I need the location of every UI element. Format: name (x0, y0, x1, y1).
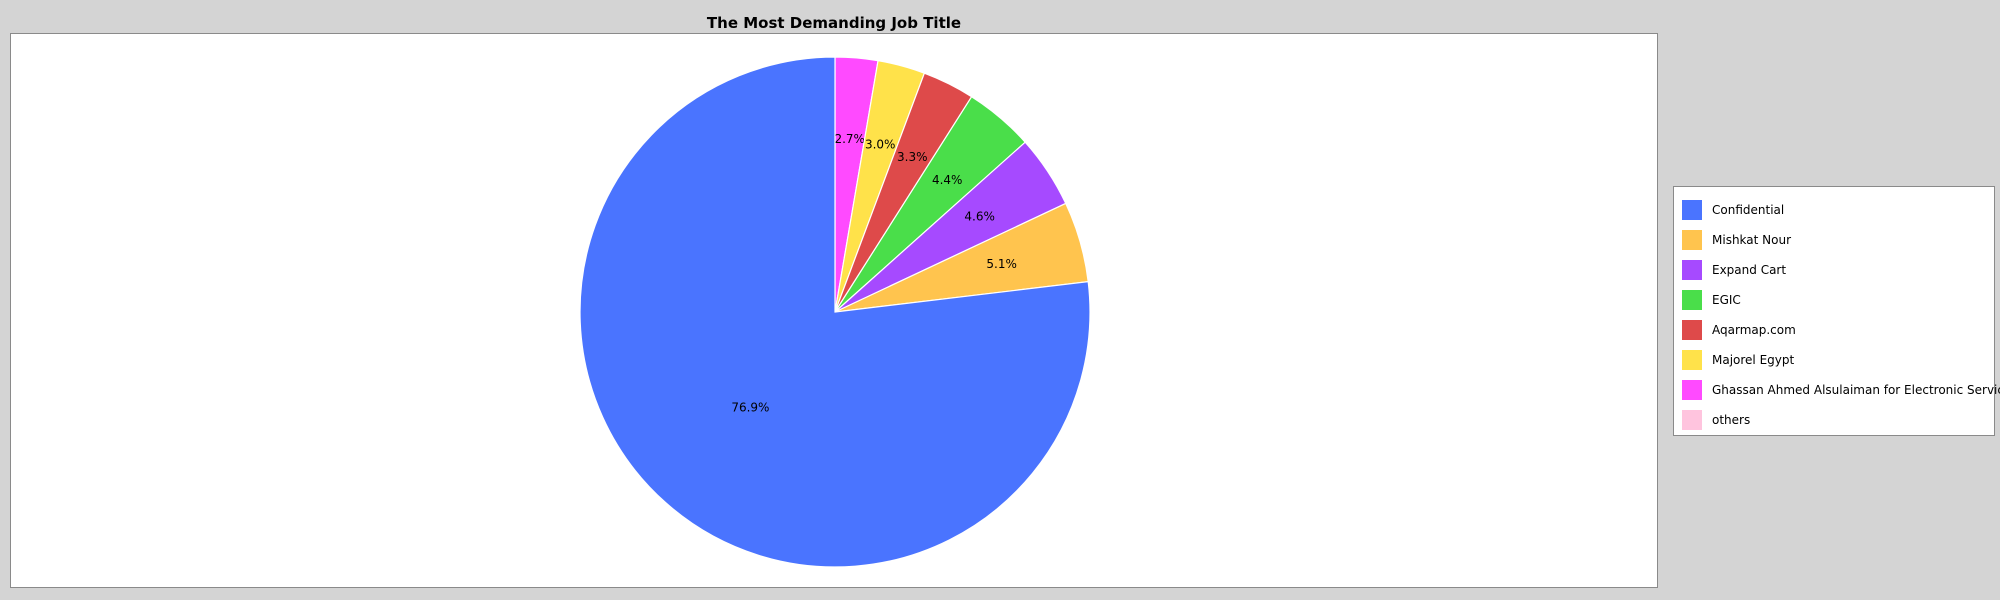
legend-item: Ghassan Ahmed Alsulaiman for Electronic … (1682, 375, 2000, 405)
legend-swatch (1682, 230, 1702, 250)
legend-swatch (1682, 410, 1702, 430)
chart-title: The Most Demanding Job Title (706, 14, 962, 32)
legend-item: Majorel Egypt (1682, 345, 1994, 375)
slice-value-label: 3.3% (897, 150, 928, 164)
legend-label: Expand Cart (1712, 263, 1787, 277)
legend-label: Mishkat Nour (1712, 233, 1792, 247)
legend-swatch (1682, 380, 1702, 400)
slice-value-label: 2.7% (834, 132, 865, 146)
legend-swatch (1682, 290, 1702, 310)
legend-label: Aqarmap.com (1712, 323, 1796, 337)
legend-swatch (1682, 200, 1702, 220)
legend-swatch (1682, 260, 1702, 280)
legend-item: Aqarmap.com (1682, 315, 1994, 345)
slice-value-label: 4.6% (964, 209, 995, 223)
slice-value-label: 76.9% (731, 400, 769, 414)
slice-value-label: 3.0% (865, 138, 896, 152)
legend-label: Ghassan Ahmed Alsulaiman for Electronic … (1712, 383, 2000, 397)
legend-item: others (1682, 405, 1994, 435)
legend: Confidential Mishkat Nour Expand Cart EGIC A… (1673, 186, 2000, 436)
slice-value-label: 5.1% (986, 257, 1017, 271)
legend-label: Confidential (1712, 203, 1785, 217)
legend-label: EGIC (1712, 293, 1741, 307)
legend-item: Confidential (1682, 195, 1994, 225)
legend-item: Mishkat Nour (1682, 225, 1994, 255)
legend-swatch (1682, 350, 1702, 370)
pie-chart: 2.7% 3.0%3.3% 4.4% 4.6% 5.1% 76.9% (579, 56, 1091, 568)
legend-label: Majorel Egypt (1712, 353, 1795, 367)
legend-item: EGIC (1682, 285, 1994, 315)
pie-slice-confidential (579, 56, 1091, 568)
legend-swatch (1682, 320, 1702, 340)
legend-label: others (1712, 413, 1751, 427)
legend-item: Expand Cart (1682, 255, 1994, 285)
slice-value-label: 4.4% (932, 173, 963, 187)
plot-area: 2.7% 3.0% 3.3% 4.4% 4.6% 5.1% 76.9% (10, 33, 1658, 588)
